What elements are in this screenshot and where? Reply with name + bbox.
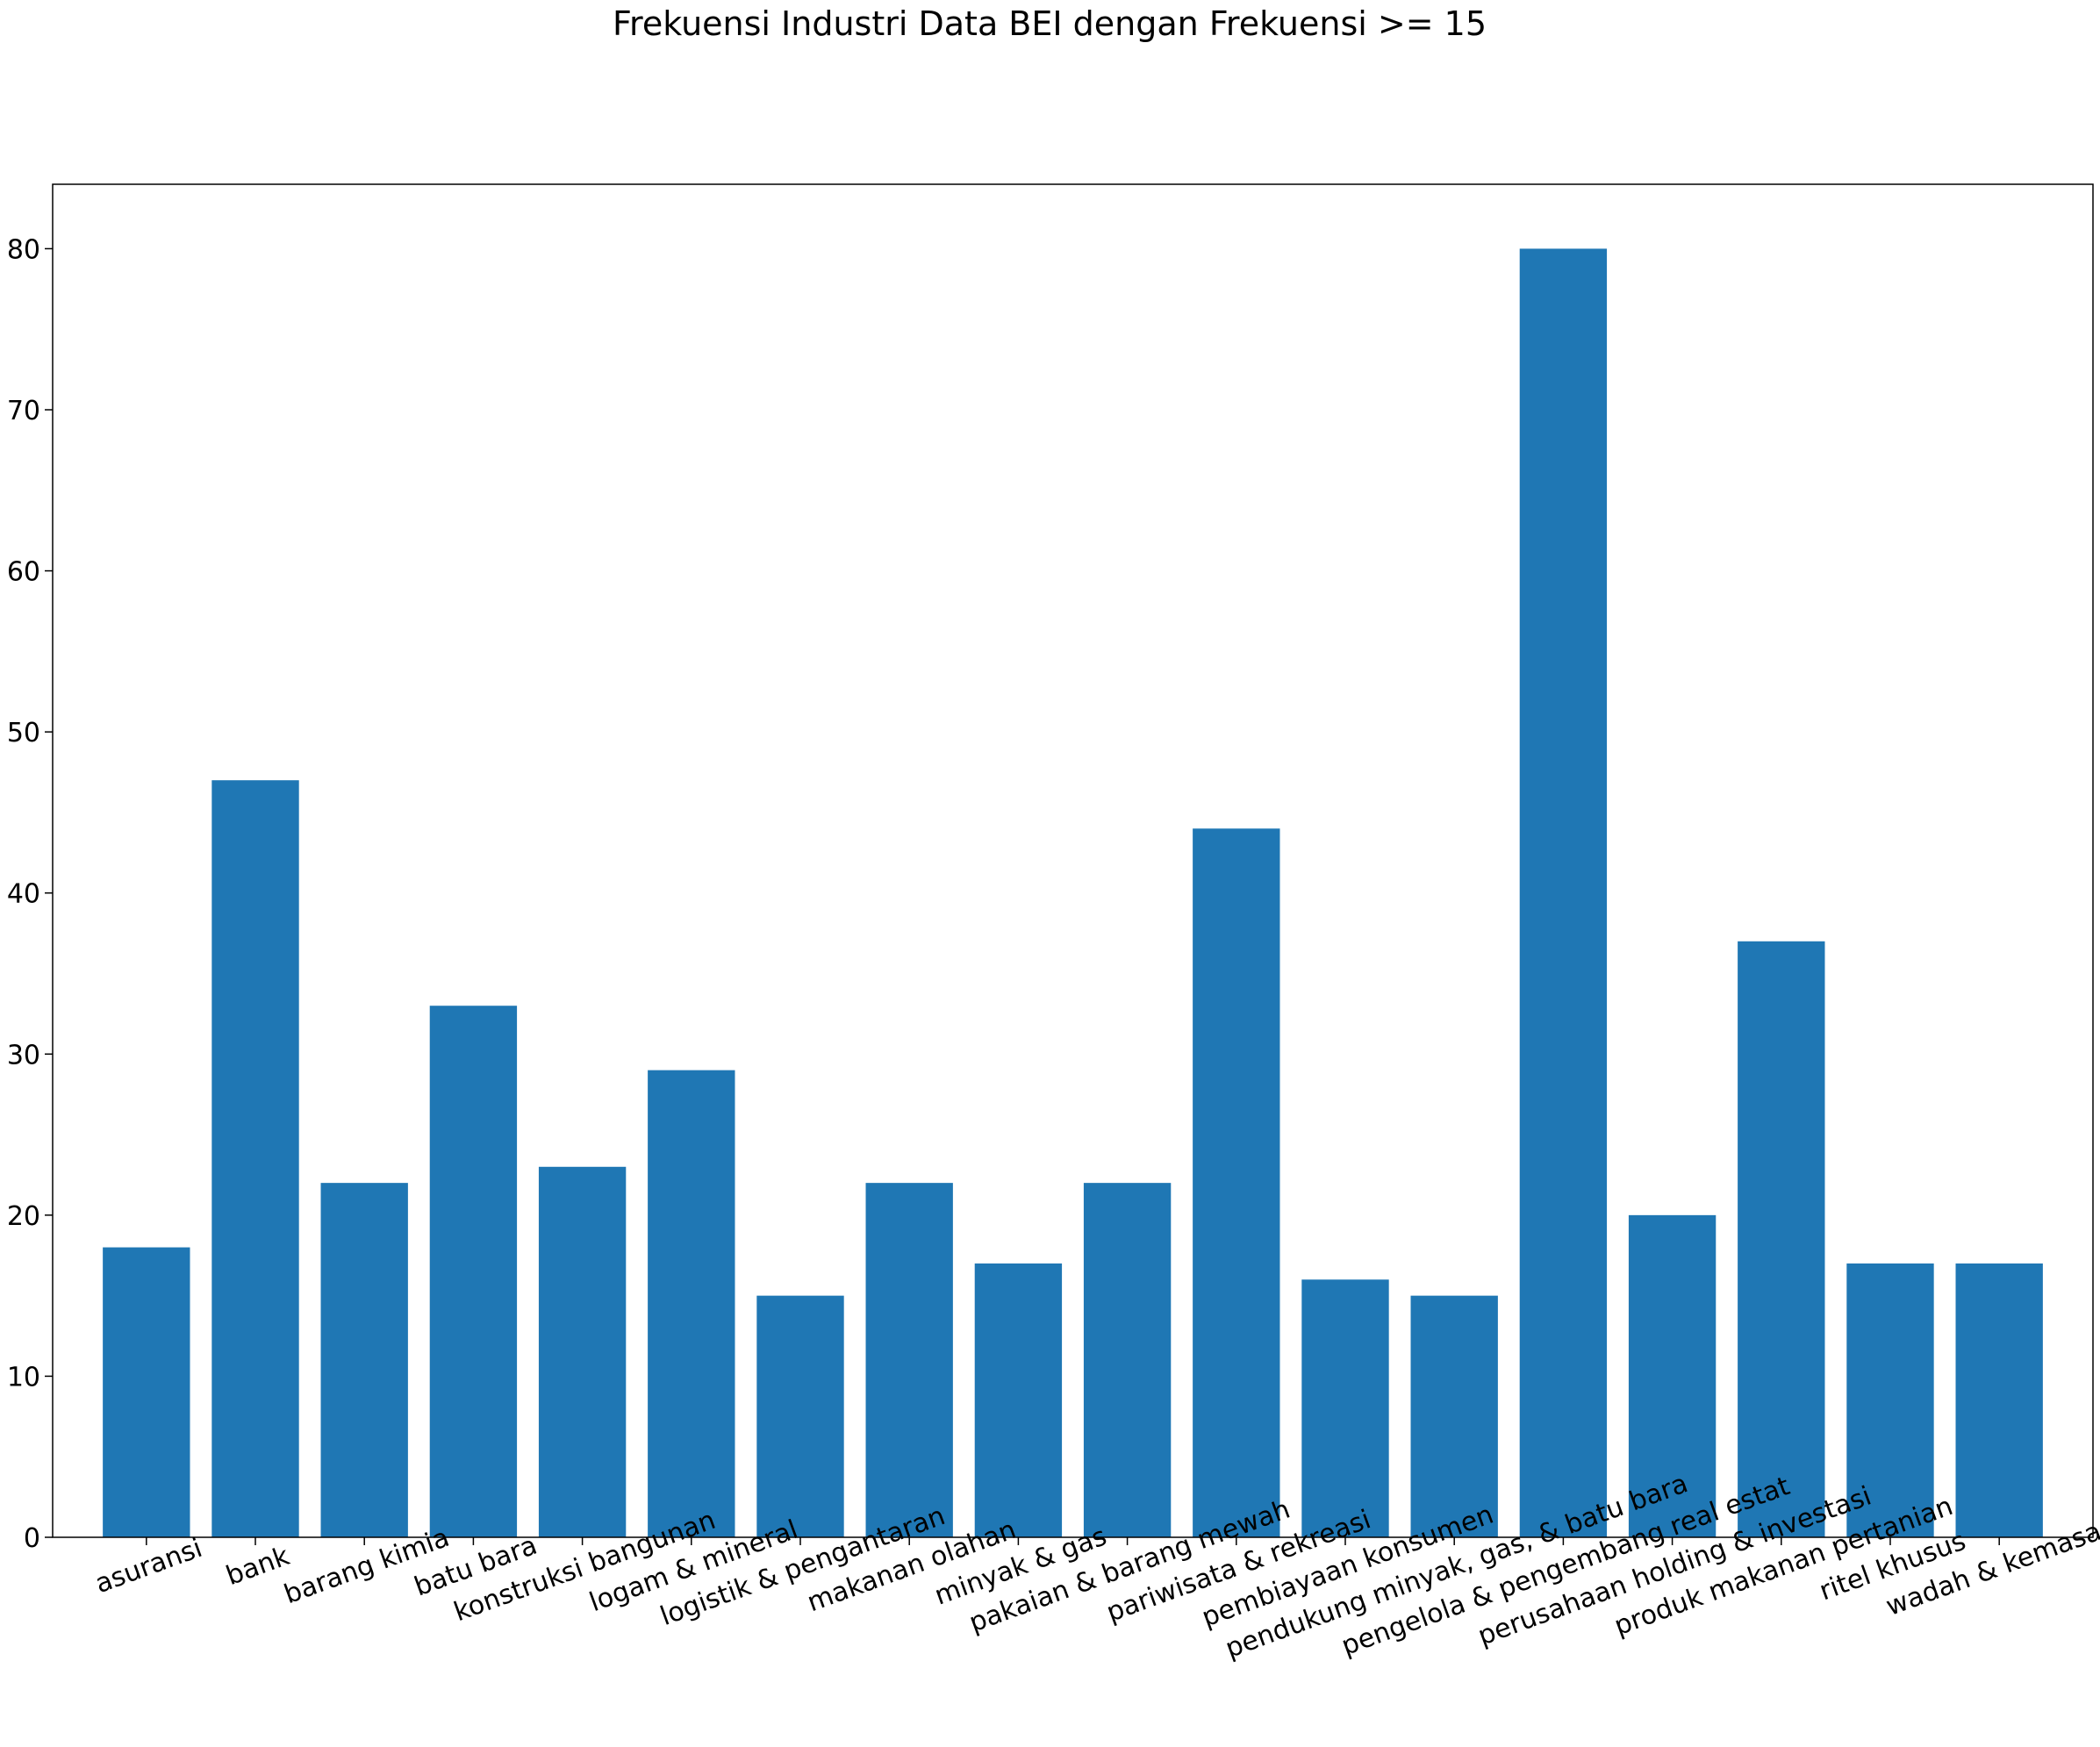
x-tick-label-0: asuransi	[91, 1533, 206, 1600]
bar-10	[1193, 828, 1280, 1537]
bar-3	[429, 1006, 518, 1537]
y-tick-label-3: 30	[7, 1040, 40, 1070]
bar-11	[1301, 1279, 1389, 1537]
plot-frame	[52, 183, 2094, 1538]
bar-12	[1410, 1295, 1498, 1537]
y-tick-label-8: 80	[7, 234, 40, 265]
bars-group	[103, 248, 2043, 1537]
bar-1	[211, 780, 299, 1537]
bar-7	[865, 1183, 953, 1537]
bar-5	[648, 1070, 735, 1537]
bar-16	[1846, 1263, 1934, 1537]
bar-8	[974, 1263, 1063, 1537]
bar-4	[538, 1166, 627, 1537]
y-tick-label-4: 40	[7, 879, 40, 910]
y-tick-label-2: 20	[7, 1201, 40, 1232]
bar-13	[1519, 248, 1608, 1537]
bar-15	[1738, 941, 1825, 1537]
y-tick-label-6: 60	[7, 557, 40, 588]
bar-2	[320, 1183, 408, 1537]
y-tick-label-0: 0	[24, 1523, 40, 1554]
bar-17	[1955, 1263, 2043, 1537]
bar-0	[103, 1247, 190, 1537]
chart-title: Frekuensi Industri Data BEI dengan Freku…	[613, 4, 1487, 43]
bar-9	[1083, 1183, 1172, 1537]
y-tick-label-1: 10	[7, 1362, 40, 1393]
y-tick-label-7: 70	[7, 396, 40, 426]
bar-6	[756, 1295, 844, 1537]
bar-14	[1628, 1214, 1717, 1537]
y-tick-label-5: 50	[7, 718, 40, 748]
y-axis: 0 10 20 30 40 50 60 70 80	[7, 234, 53, 1554]
